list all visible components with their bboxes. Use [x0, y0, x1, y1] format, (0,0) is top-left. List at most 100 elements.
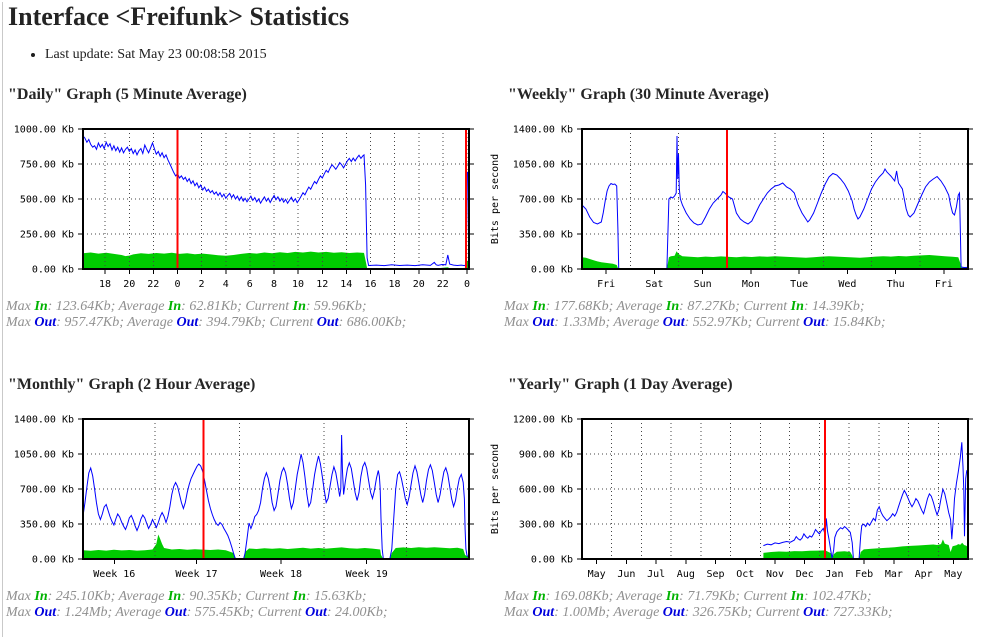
out-label: Out: [34, 605, 57, 620]
in-label: In: [665, 589, 680, 604]
x-axis-tick-label: Jan: [825, 569, 843, 580]
in-label: In: [34, 589, 48, 604]
y-axis-tick-label: 0.00 Kb: [32, 265, 74, 276]
weekly-graph-section: "Weekly" Graph (30 Minute Average) 0.00 …: [488, 85, 984, 331]
x-axis-tick-label: Sun: [694, 279, 712, 290]
y-axis-tick-label: 750.00 Kb: [20, 160, 74, 171]
y-axis-tick-label: 0.00 Kb: [32, 555, 74, 566]
y-axis-tick-label: 350.00 Kb: [519, 230, 573, 241]
x-axis-tick-label: 4: [223, 279, 229, 290]
monthly-graph-heading: "Monthly" Graph (2 Hour Average): [8, 376, 256, 393]
y-axis-tick-label: 1050.00 Kb: [14, 450, 74, 461]
x-axis-tick-label: Nov: [766, 569, 784, 580]
x-axis-tick-label: Wed: [838, 279, 856, 290]
in-label: In: [665, 299, 680, 314]
last-update-text: Last update: Sat May 23 00:08:58 2015: [45, 46, 990, 63]
out-traffic-line: [82, 135, 470, 267]
out-label: Out: [662, 605, 685, 620]
y-axis-tick-label: 900.00 Kb: [519, 450, 573, 461]
x-axis-tick-label: 16: [365, 279, 377, 290]
daily-stats-out: Max Out: 957.47Kb; Average Out: 394.79Kb…: [6, 315, 407, 330]
y-axis-tick-label: 500.00 Kb: [20, 195, 74, 206]
x-axis-tick-label: May: [944, 569, 962, 580]
x-axis-tick-label: Apr: [915, 569, 933, 580]
x-axis-tick-label: Tue: [790, 279, 808, 290]
x-axis-tick-label: May: [588, 569, 606, 580]
y-axis-tick-label: 1400.00 Kb: [14, 415, 74, 426]
in-label: In: [292, 299, 306, 314]
out-traffic-line: [763, 442, 969, 559]
y-axis-legend: Bits per second: [490, 154, 501, 244]
x-axis-tick-label: Week 18: [260, 569, 302, 580]
weekly-graph-heading: "Weekly" Graph (30 Minute Average): [508, 86, 769, 103]
y-axis-tick-label: 350.00 Kb: [20, 520, 74, 531]
y-axis-tick-label: 700.00 Kb: [519, 195, 573, 206]
x-axis-tick-label: Week 16: [93, 569, 135, 580]
x-axis-tick-label: 6: [247, 279, 253, 290]
graphs-grid: "Daily" Graph (5 Minute Average) 0.00 Kb…: [0, 85, 990, 621]
in-label: In: [292, 589, 306, 604]
monthly-stats-out: Max Out: 1.24Mb; Average Out: 575.45Kb; …: [6, 605, 388, 620]
x-axis-tick-label: 2: [198, 279, 204, 290]
daily-stats-in: Max In: 123.64Kb; Average In: 62.81Kb; C…: [6, 299, 367, 314]
x-axis-tick-label: 8: [271, 279, 277, 290]
x-axis-tick-label: 18: [99, 279, 111, 290]
in-label: In: [167, 299, 182, 314]
y-axis-tick-label: 300.00 Kb: [519, 520, 573, 531]
monthly-stats-in: Max In: 245.10Kb; Average In: 90.35Kb; C…: [6, 589, 367, 604]
x-axis-tick-label: 10: [292, 279, 304, 290]
x-axis-tick-label: 0: [464, 279, 470, 290]
x-axis-tick-label: Mon: [742, 279, 760, 290]
x-axis-tick-label: Sep: [707, 569, 725, 580]
y-axis-tick-label: 700.00 Kb: [20, 485, 74, 496]
y-axis-tick-label: 1000.00 Kb: [14, 125, 74, 136]
in-label: In: [167, 589, 182, 604]
y-axis-tick-label: 600.00 Kb: [519, 485, 573, 496]
in-label: In: [532, 299, 546, 314]
x-axis-tick-label: Thu: [887, 279, 905, 290]
in-label: In: [790, 299, 804, 314]
x-axis-tick-label: Fri: [597, 279, 615, 290]
yearly-traffic-chart: 0.00 Kb 300.00 Kb 600.00 Kb 900.00 Kb 1200.0…: [490, 415, 973, 580]
yearly-stats-out: Max Out: 1.00Mb; Average Out: 326.75Kb; …: [504, 605, 893, 620]
weekly-traffic-chart: 0.00 Kb 350.00 Kb 700.00 Kb 1050.00 Kb 1400.…: [490, 125, 973, 290]
x-axis-tick-label: 22: [147, 279, 159, 290]
out-label: Out: [662, 315, 685, 330]
yearly-stats-in: Max In: 169.08Kb; Average In: 71.79Kb; C…: [504, 589, 872, 604]
x-axis-tick-label: Mar: [885, 569, 903, 580]
out-label: Out: [532, 605, 555, 620]
in-label: In: [532, 589, 546, 604]
meta-list: Last update: Sat May 23 00:08:58 2015: [0, 46, 990, 63]
x-axis-tick-label: Week 17: [175, 569, 217, 580]
out-traffic-line: [581, 135, 969, 269]
out-label: Out: [164, 605, 187, 620]
x-axis-tick-label: 20: [123, 279, 135, 290]
y-axis-tick-label: 0.00 Kb: [531, 265, 573, 276]
out-traffic-line: [82, 434, 470, 560]
x-axis-tick-label: Oct: [736, 569, 754, 580]
out-label: Out: [803, 315, 825, 330]
x-axis-tick-label: 20: [413, 279, 425, 290]
x-axis-tick-label: 14: [340, 279, 352, 290]
monthly-graph-section: "Monthly" Graph (2 Hour Average) 0.00 Kb…: [0, 375, 488, 621]
y-axis-legend: Bits per second: [490, 444, 501, 534]
x-axis-tick-label: 22: [437, 279, 449, 290]
y-axis-tick-label: 250.00 Kb: [20, 230, 74, 241]
x-axis-tick-label: Sat: [645, 279, 663, 290]
y-axis-tick-label: 1200.00 Kb: [513, 415, 573, 426]
x-axis-tick-label: Dec: [796, 569, 814, 580]
x-axis-tick-label: Jun: [617, 569, 635, 580]
out-label: Out: [34, 315, 57, 330]
yearly-graph-heading: "Yearly" Graph (1 Day Average): [508, 376, 733, 393]
page-title: Interface <Freifunk> Statistics: [8, 2, 350, 31]
in-traffic-area: [763, 539, 968, 559]
y-axis-tick-label: 1400.00 Kb: [513, 125, 573, 136]
monthly-traffic-chart: 0.00 Kb 350.00 Kb 700.00 Kb 1050.00 Kb 1400.…: [14, 415, 474, 580]
x-axis-tick-label: 0: [175, 279, 181, 290]
in-label: In: [790, 589, 804, 604]
in-traffic-area: [83, 251, 469, 269]
out-label: Out: [316, 315, 339, 330]
in-label: In: [34, 299, 48, 314]
in-traffic-area: [582, 251, 968, 269]
